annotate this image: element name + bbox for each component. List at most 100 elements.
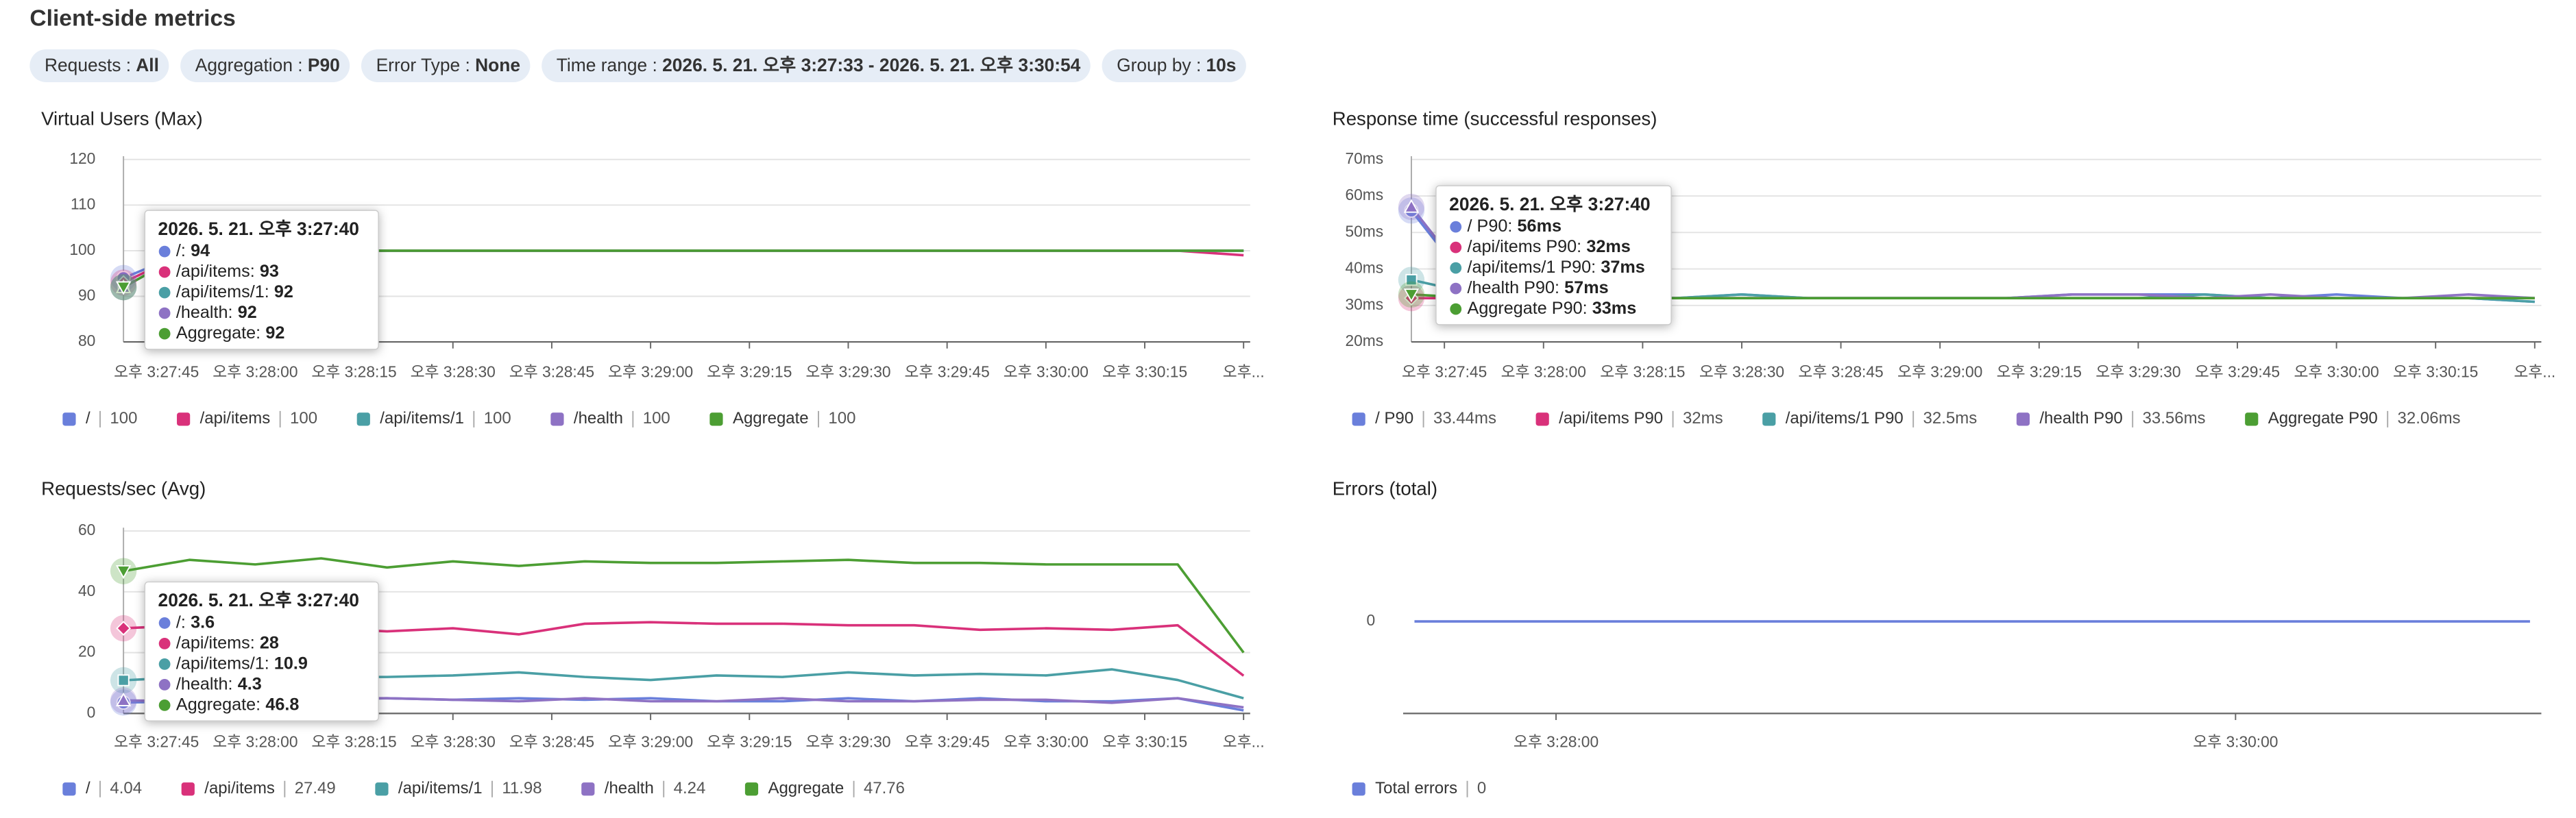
chip-bg: [361, 49, 531, 82]
legend-value: 100: [828, 409, 855, 427]
x-tick-label: 오후 3:27:45: [1402, 363, 1487, 381]
y-tick-label: 70ms: [1345, 149, 1383, 167]
x-tick-label: 오후 3:28:45: [1798, 363, 1883, 381]
tooltip-label: /api/items/1 P90:: [1468, 258, 1596, 277]
legend-value: 4.04: [110, 779, 142, 797]
y-tick-label: 120: [69, 149, 95, 167]
tooltip-item: /api/items/1: 10.9: [176, 654, 308, 673]
x-tick-label: 오후 3:29:30: [805, 733, 890, 751]
chip-value: 10s: [1206, 55, 1236, 75]
tooltip-item: / P90: 56ms: [1468, 216, 1562, 236]
legend-swatch: [1352, 782, 1365, 796]
tooltip-item: /health P90: 57ms: [1468, 278, 1609, 297]
x-tick-label: 오후 3:29:00: [608, 363, 693, 381]
y-tick-label: 30ms: [1345, 295, 1383, 313]
tooltip-box: [144, 210, 379, 350]
tooltip-value: 10.9: [274, 654, 308, 673]
legend-swatch: [177, 412, 191, 426]
legend-value: 33.56ms: [2143, 409, 2206, 427]
x-tick-label: 오후 3:27:45: [114, 733, 199, 751]
tooltip-dot: [158, 286, 171, 299]
chip-text: Requests : All: [45, 55, 159, 75]
x-tick-label: 오후 3:28:15: [1600, 363, 1685, 381]
x-tick-label: 오후 3:28:00: [212, 363, 297, 381]
series-line: [123, 557, 1245, 654]
tooltip-item: /: 3.6: [176, 612, 215, 632]
legend-name: /api/items/1: [398, 779, 483, 797]
chip-text: Group by :10s: [1117, 55, 1236, 75]
y-tick-label: 110: [71, 195, 95, 212]
hover-marker: [1403, 288, 1420, 303]
y-tick-label: 90: [78, 286, 95, 304]
tooltip-value: 92: [265, 323, 284, 343]
legend-name: /api/items: [200, 409, 271, 427]
tooltip-value: 92: [238, 303, 257, 322]
legend-name: /api/items: [204, 779, 275, 797]
legend-swatch: [709, 412, 723, 426]
tooltip-label: /health:: [176, 674, 233, 693]
panel-title: Requests/sec (Avg): [41, 478, 206, 499]
panel-title: Errors (total): [1333, 478, 1437, 499]
tooltip-value: 28: [260, 633, 279, 652]
chip-text: Aggregation : P90: [195, 55, 340, 75]
legend-value: 100: [643, 409, 670, 427]
x-tick-label: 오후 3:28:00: [212, 733, 297, 751]
tooltip-dot: [158, 266, 171, 278]
filter-chip: Error Type : None: [361, 49, 531, 82]
tooltip-dot: [158, 699, 171, 711]
legend-name: Aggregate P90: [2268, 409, 2378, 427]
x-tick-label: 오후 3:29:30: [2095, 363, 2180, 381]
tooltip-label: Aggregate:: [176, 695, 260, 714]
tooltip-label: Aggregate P90:: [1468, 299, 1588, 318]
hover-marker: [115, 692, 132, 706]
panel-title: Virtual Users (Max): [41, 108, 202, 129]
filter-chip: Time range :2026. 5. 21. 오후 3:27:33 - 20…: [542, 49, 1091, 82]
x-tick-label: 오후 3:30:15: [1102, 363, 1187, 381]
tooltip-item: /api/items/1: 92: [176, 282, 293, 301]
legend-swatch: [356, 412, 370, 426]
hover-marker: [1403, 199, 1420, 213]
y-tick-label: 20ms: [1345, 332, 1383, 349]
x-tick-label: 오후 3:30:00: [2193, 733, 2278, 751]
x-tick-label: 오후 3:29:45: [2195, 363, 2280, 381]
y-tick-label: 100: [69, 240, 95, 258]
legend-value: 0: [1477, 779, 1486, 797]
x-tick-label: 오후...: [2514, 363, 2555, 381]
chip-label: Time range :: [557, 55, 657, 75]
legend-name: Aggregate: [733, 409, 809, 427]
tooltip-value: 92: [274, 282, 293, 301]
tooltip-box: [144, 581, 379, 721]
chip-bg: [180, 49, 350, 82]
tooltip-dot: [1450, 282, 1462, 295]
legend-value: 100: [110, 409, 137, 427]
x-tick-label: 오후 3:28:45: [509, 733, 594, 751]
legend-name: /: [86, 409, 90, 427]
tooltip-dot: [158, 658, 171, 670]
legend-value: 100: [290, 409, 317, 427]
x-tick-label: 오후 3:29:45: [905, 733, 990, 751]
tooltip-value: 32ms: [1586, 237, 1630, 256]
tooltip-dot: [158, 327, 171, 340]
chip-bg: [542, 49, 1091, 82]
x-tick-label: 오후 3:28:00: [1501, 363, 1586, 381]
tooltip-item: Aggregate P90: 33ms: [1468, 299, 1637, 318]
x-tick-label: 오후 3:30:15: [1102, 733, 1187, 751]
tooltip-item: /health: 4.3: [176, 674, 262, 693]
tooltip-label: /api/items/1:: [176, 282, 269, 301]
x-tick-label: 오후 3:30:15: [2393, 363, 2478, 381]
tooltip-box: [1435, 185, 1672, 325]
tooltip-title: 2026. 5. 21. 오후 3:27:40: [158, 219, 359, 239]
legend-name: /: [86, 779, 90, 797]
x-tick-label: 오후...: [1223, 363, 1265, 381]
hover-marker: [1405, 273, 1418, 286]
tooltip-item: /: 94: [176, 241, 210, 260]
legend-swatch: [1535, 412, 1549, 426]
tooltip-value: 3.6: [191, 612, 215, 632]
y-tick-label: 0: [87, 703, 96, 721]
chip-value: 2026. 5. 21. 오후 3:27:33 - 2026. 5. 21. 오…: [662, 55, 1081, 75]
legend-swatch: [2245, 412, 2259, 426]
legend-name: /health: [605, 779, 654, 797]
tooltip-label: /api/items:: [176, 262, 255, 281]
tooltip-dot: [158, 245, 171, 258]
